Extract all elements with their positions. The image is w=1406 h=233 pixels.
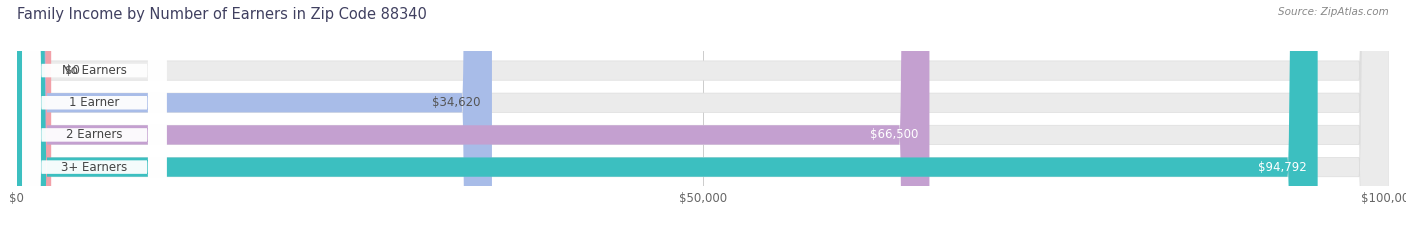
FancyBboxPatch shape xyxy=(17,0,1317,233)
FancyBboxPatch shape xyxy=(17,0,51,233)
Text: $94,792: $94,792 xyxy=(1258,161,1306,174)
FancyBboxPatch shape xyxy=(17,0,492,233)
Text: 2 Earners: 2 Earners xyxy=(66,128,122,141)
FancyBboxPatch shape xyxy=(17,0,1389,233)
Text: Family Income by Number of Earners in Zip Code 88340: Family Income by Number of Earners in Zi… xyxy=(17,7,427,22)
FancyBboxPatch shape xyxy=(22,0,166,233)
FancyBboxPatch shape xyxy=(22,0,166,233)
Text: $0: $0 xyxy=(65,64,80,77)
FancyBboxPatch shape xyxy=(17,0,1389,233)
Text: $66,500: $66,500 xyxy=(870,128,918,141)
FancyBboxPatch shape xyxy=(22,0,166,233)
Text: $34,620: $34,620 xyxy=(433,96,481,109)
Text: 1 Earner: 1 Earner xyxy=(69,96,120,109)
Text: 3+ Earners: 3+ Earners xyxy=(62,161,128,174)
FancyBboxPatch shape xyxy=(17,0,929,233)
FancyBboxPatch shape xyxy=(17,0,1389,233)
FancyBboxPatch shape xyxy=(17,0,1389,233)
Text: Source: ZipAtlas.com: Source: ZipAtlas.com xyxy=(1278,7,1389,17)
FancyBboxPatch shape xyxy=(22,0,166,233)
Text: No Earners: No Earners xyxy=(62,64,127,77)
